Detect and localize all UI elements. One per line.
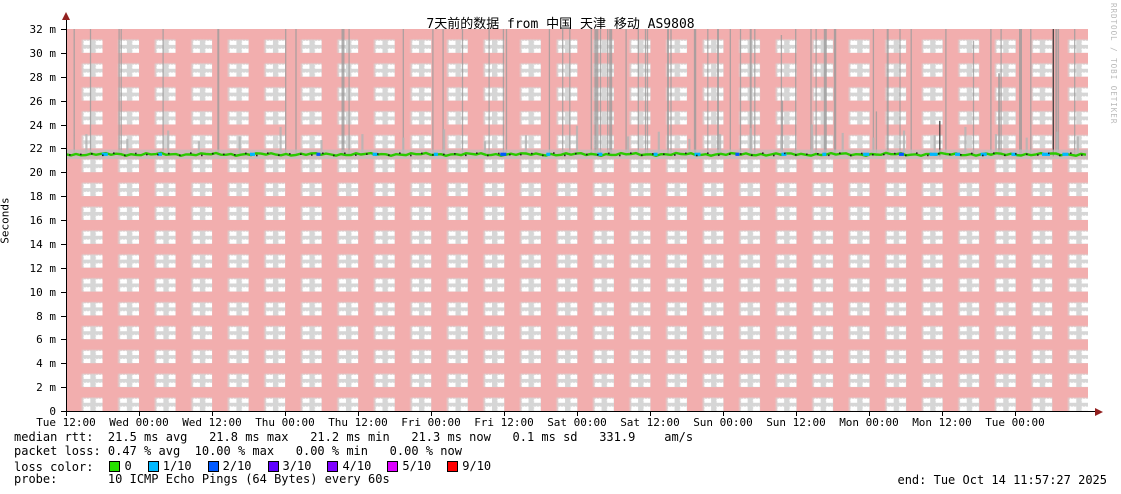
y-tick bbox=[61, 363, 66, 365]
y-tick bbox=[61, 387, 66, 389]
y-axis-line bbox=[66, 17, 67, 412]
y-tick-label: 4 m bbox=[36, 357, 56, 371]
chart-title: 7天前的数据 from 中国 天津 移动 AS9808 bbox=[426, 17, 695, 32]
y-tick bbox=[61, 148, 66, 150]
x-tick-label: Thu 00:00 bbox=[255, 416, 315, 429]
x-tick-label: Fri 12:00 bbox=[474, 416, 534, 429]
y-tick bbox=[61, 76, 66, 78]
y-tick bbox=[61, 243, 66, 245]
y-tick bbox=[61, 29, 66, 30]
loss-color-swatch-icon bbox=[207, 460, 219, 472]
y-axis-arrow-icon bbox=[62, 12, 70, 20]
loss-color-swatch-icon bbox=[447, 460, 459, 472]
y-tick bbox=[61, 196, 66, 198]
packet-loss-stats: packet loss: 0.47 % avg 10.00 % max 0.00… bbox=[14, 444, 462, 458]
x-tick-label: Mon 12:00 bbox=[912, 416, 972, 429]
y-tick bbox=[61, 52, 66, 54]
y-tick-label: 10 m bbox=[29, 285, 57, 299]
y-tick-label: 28 m bbox=[29, 70, 57, 84]
loss-color-item: 3/10 bbox=[252, 459, 312, 473]
y-tick-label: 8 m bbox=[36, 309, 56, 323]
x-tick-label: Sun 00:00 bbox=[693, 416, 753, 429]
x-tick bbox=[723, 411, 724, 416]
loss-color-swatch-icon bbox=[109, 460, 121, 472]
y-tick-label: 0 bbox=[49, 405, 56, 418]
y-tick-label: 6 m bbox=[36, 333, 56, 347]
y-tick-label: 16 m bbox=[29, 214, 57, 227]
x-tick bbox=[577, 411, 578, 416]
x-tick-label: Thu 12:00 bbox=[328, 416, 388, 429]
x-tick bbox=[431, 411, 432, 416]
x-axis-line bbox=[66, 411, 1097, 412]
y-tick bbox=[61, 172, 66, 174]
median-rtt-stats: median rtt: 21.5 ms avg 21.8 ms max 21.2… bbox=[14, 430, 694, 444]
data-layer bbox=[66, 29, 1088, 160]
x-axis-arrow-icon bbox=[1095, 407, 1103, 416]
loss-color-item: 2/10 bbox=[192, 459, 252, 473]
x-tick-label: Fri 00:00 bbox=[401, 416, 461, 429]
y-tick bbox=[61, 339, 66, 341]
x-tick-label: Sun 12:00 bbox=[766, 416, 826, 429]
y-tick-label: 30 m bbox=[29, 46, 57, 60]
end-time: end: Tue Oct 14 11:57:27 2025 bbox=[897, 473, 1107, 487]
loss-color-item: 9/10 bbox=[431, 459, 491, 473]
loss-color-swatch-icon bbox=[147, 460, 159, 472]
x-tick-label: Sat 00:00 bbox=[547, 416, 607, 429]
loss-color-item-label: 9/10 bbox=[462, 459, 492, 473]
probe-info: probe: 10 ICMP Echo Pings (64 Bytes) eve… bbox=[14, 472, 390, 486]
loss-color-legend: loss color: 0 1/10 2/10 3/10 4/10 5/10 9/10 bbox=[14, 459, 491, 475]
x-tick-label: Mon 00:00 bbox=[839, 416, 899, 429]
x-tick-label: Tue 00:00 bbox=[985, 416, 1045, 429]
y-tick bbox=[61, 267, 66, 269]
loss-color-items: 0 1/10 2/10 3/10 4/10 5/10 9/10 bbox=[93, 459, 491, 475]
x-tick bbox=[796, 411, 797, 416]
rrdtool-watermark: RRDTOOL / TOBI OETIKER bbox=[1109, 3, 1118, 125]
loss-color-item: 1/10 bbox=[132, 459, 192, 473]
loss-color-swatch-icon bbox=[267, 460, 279, 472]
y-tick-label: 12 m bbox=[29, 261, 57, 275]
loss-color-item-label: 0 bbox=[124, 459, 132, 473]
loss-color-item-label: 1/10 bbox=[162, 459, 192, 473]
x-tick bbox=[869, 411, 870, 416]
x-tick bbox=[942, 411, 943, 416]
x-tick bbox=[650, 411, 651, 416]
x-tick-label: Sat 12:00 bbox=[620, 416, 680, 429]
loss-color-item-label: 5/10 bbox=[402, 459, 432, 473]
y-tick-label: 18 m bbox=[29, 190, 57, 204]
y-tick-label: 24 m bbox=[29, 118, 57, 132]
loss-color-label: loss color: bbox=[14, 459, 94, 474]
y-tick bbox=[61, 100, 66, 102]
y-tick-label: 14 m bbox=[29, 237, 57, 251]
loss-color-item: 5/10 bbox=[371, 459, 431, 473]
loss-color-swatch-icon bbox=[387, 460, 399, 472]
loss-color-item-label: 2/10 bbox=[222, 459, 252, 473]
y-tick bbox=[61, 220, 66, 221]
loss-color-item-label: 4/10 bbox=[342, 459, 372, 473]
x-tick-label: Wed 00:00 bbox=[109, 416, 169, 429]
x-tick bbox=[1015, 411, 1016, 416]
loss-color-item-label: 3/10 bbox=[282, 459, 312, 473]
loss-color-item: 0 bbox=[93, 459, 132, 473]
y-tick bbox=[61, 411, 66, 412]
x-tick bbox=[212, 411, 213, 416]
loss-color-swatch-icon bbox=[327, 460, 339, 472]
y-tick-label: 2 m bbox=[36, 381, 56, 395]
x-tick bbox=[285, 411, 286, 416]
x-tick bbox=[139, 411, 140, 416]
y-tick bbox=[61, 124, 66, 126]
x-tick-label: Tue 12:00 bbox=[36, 416, 96, 429]
y-tick-label: 20 m bbox=[29, 166, 57, 180]
loss-color-item: 4/10 bbox=[311, 459, 371, 473]
plot-area bbox=[66, 29, 1088, 411]
x-tick bbox=[66, 411, 67, 416]
y-tick bbox=[61, 291, 66, 293]
y-tick-label: 32 m bbox=[29, 23, 57, 36]
x-tick bbox=[504, 411, 505, 416]
y-tick bbox=[61, 315, 66, 317]
x-tick bbox=[358, 411, 359, 416]
x-tick-label: Wed 12:00 bbox=[182, 416, 242, 429]
y-tick-label: 26 m bbox=[29, 94, 57, 108]
y-tick-label: 22 m bbox=[29, 142, 57, 156]
